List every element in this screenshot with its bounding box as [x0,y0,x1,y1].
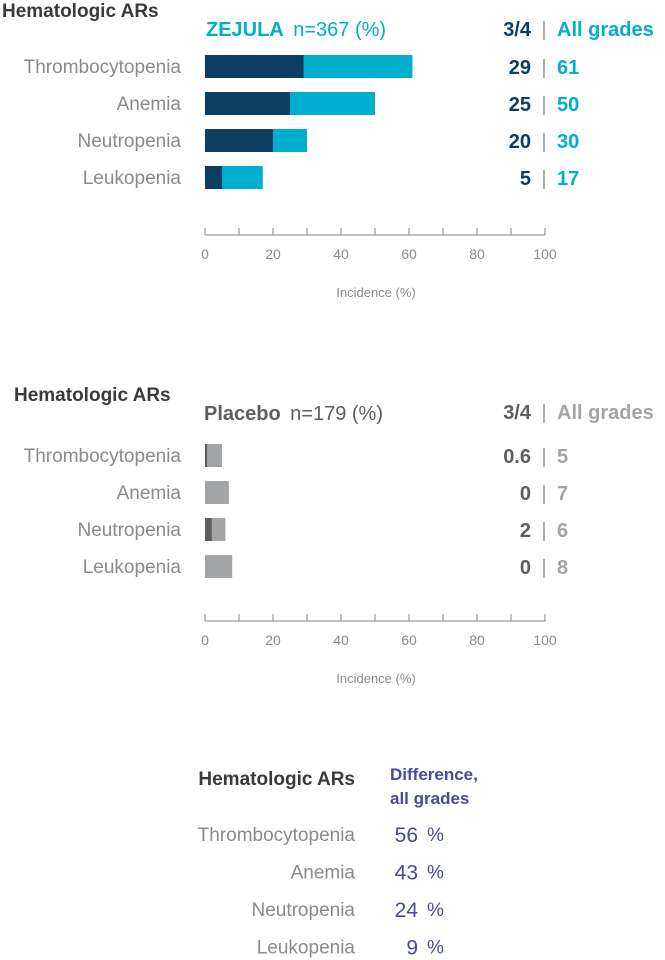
zejula-col-separator: | [541,19,546,41]
value-separator: | [541,57,546,79]
x-axis-title: Incidence (%) [336,285,415,300]
value-separator: | [541,520,546,542]
all-grades-value-label: 7 [557,483,568,505]
placebo-chart: Hematologic ARs Placebo n=179 (%) 3/4 | … [14,385,654,686]
difference-header-line2: all grades [390,789,469,808]
bar-all-grades [205,481,229,504]
difference-unit: % [427,825,444,846]
grade34-value-label: 0 [520,483,531,505]
value-separator: | [541,557,546,579]
difference-value: 43 [395,862,418,885]
category-label: Anemia [117,483,182,504]
difference-category-label: Neutropenia [251,900,355,921]
x-tick-label: 100 [533,246,557,262]
bar-grade34 [205,166,222,189]
difference-value: 24 [395,899,419,922]
all-grades-value-label: 17 [557,168,579,190]
value-separator: | [541,483,546,505]
zejula-col-all-header: All grades [557,19,654,41]
grade34-value-label: 2 [520,520,531,542]
placebo-col-separator: | [541,402,546,424]
bar-grade34 [205,129,273,152]
category-label: Anemia [117,94,182,115]
difference-category-label: Leukopenia [257,938,356,959]
x-tick-label: 80 [469,246,485,262]
zejula-group-label: ZEJULA [206,19,284,41]
placebo-group-n: n=179 (%) [290,403,383,425]
placebo-chart-header: Hematologic ARs [14,385,171,406]
placebo-col-all-header: All grades [557,402,654,424]
value-separator: | [541,446,546,468]
x-tick-label: 40 [333,632,349,648]
all-grades-value-label: 50 [557,94,579,116]
x-tick-label: 60 [401,632,417,648]
x-tick-label: 40 [333,246,349,262]
value-separator: | [541,131,546,153]
x-axis-title: Incidence (%) [336,671,415,686]
all-grades-value-label: 5 [557,446,568,468]
x-tick-label: 60 [401,246,417,262]
difference-category-label: Thrombocytopenia [198,825,356,846]
grade34-value-label: 20 [509,131,531,153]
zejula-chart-header: Hematologic ARs [2,1,159,22]
category-label: Neutropenia [77,131,181,152]
difference-table: Hematologic ARs Difference, all grades T… [198,765,478,960]
zejula-group-n: n=367 (%) [293,19,386,41]
category-label: Thrombocytopenia [24,57,182,78]
x-tick-label: 0 [201,246,209,262]
category-label: Leukopenia [83,168,182,189]
difference-value: 9 [406,937,418,960]
bar-all-grades [205,555,233,578]
x-tick-label: 20 [265,632,281,648]
x-tick-label: 0 [201,632,209,648]
difference-unit: % [427,863,444,884]
category-label: Neutropenia [77,520,181,541]
placebo-col-grade34-header: 3/4 [503,402,532,424]
all-grades-value-label: 6 [557,520,568,542]
difference-unit: % [427,900,444,921]
zejula-chart: Hematologic ARs ZEJULA n=367 (%) 3/4 | A… [2,1,654,300]
value-separator: | [541,168,546,190]
placebo-group-label: Placebo [204,403,281,425]
grade34-value-label: 0 [520,557,531,579]
grade34-value-label: 25 [509,94,531,116]
difference-header-line1: Difference, [390,765,478,784]
grade34-value-label: 5 [520,168,531,190]
zejula-group-title: ZEJULA n=367 (%) [206,19,386,41]
difference-unit: % [427,938,444,959]
all-grades-value-label: 30 [557,131,579,153]
x-tick-label: 20 [265,246,281,262]
x-tick-label: 100 [533,632,557,648]
bar-grade34 [205,92,290,115]
bar-grade34 [205,518,212,541]
all-grades-value-label: 8 [557,557,568,579]
bar-all-grades [205,444,222,467]
zejula-col-grade34-header: 3/4 [503,19,532,41]
difference-category-label: Anemia [291,863,356,884]
value-separator: | [541,94,546,116]
difference-value: 56 [395,824,418,847]
grade34-value-label: 29 [509,57,531,79]
category-label: Leukopenia [83,557,182,578]
difference-table-header: Hematologic ARs [198,769,355,790]
placebo-group-title: Placebo n=179 (%) [204,403,383,425]
x-tick-label: 80 [469,632,485,648]
bar-grade34 [205,55,304,78]
bar-grade34 [205,444,208,467]
all-grades-value-label: 61 [557,57,579,79]
category-label: Thrombocytopenia [24,446,182,467]
grade34-value-label: 0.6 [503,446,531,468]
